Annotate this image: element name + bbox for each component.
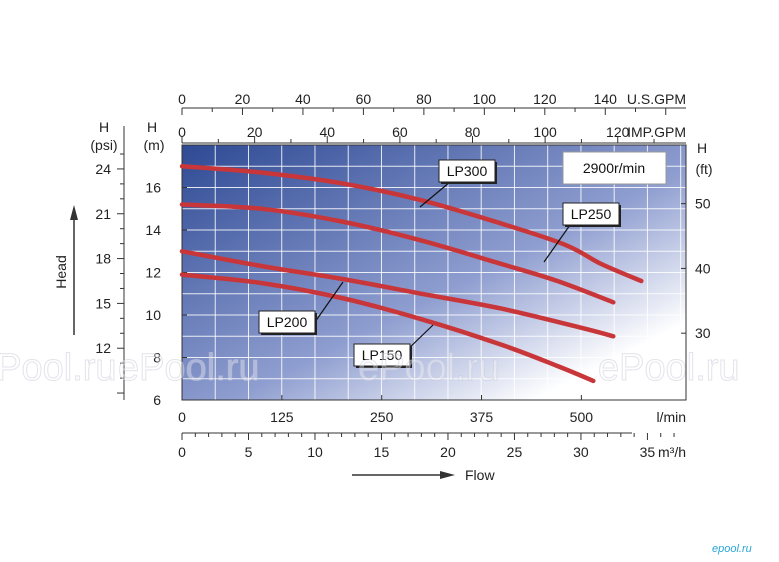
impgpm-tick-label: 120 [606, 124, 630, 140]
usgpm-tick-label: 60 [356, 91, 372, 107]
lpm-tick-label: 0 [178, 409, 186, 425]
lpm-unit-label: l/min [656, 409, 686, 425]
head-axis-label: Head [53, 255, 69, 288]
impgpm-tick-label: 100 [533, 124, 557, 140]
m3h-tick-label: 35 [640, 444, 656, 460]
m-tick-label: 8 [153, 350, 161, 366]
series-leader-line [314, 281, 344, 323]
flow-arrow-head [440, 471, 455, 479]
series-lp200-curve [179, 249, 616, 339]
m3h-tick-label: 20 [440, 444, 456, 460]
usgpm-tick-label: 20 [235, 91, 251, 107]
ft-tick-label: 30 [695, 325, 711, 341]
series-name-label: LP300 [447, 163, 488, 179]
watermark-text: ePool.ru [0, 347, 117, 389]
watermark-text: ePool.ru [598, 347, 740, 389]
series-lp150-curve [179, 272, 596, 384]
lpm-tick-label: 375 [470, 409, 494, 425]
ft-unit-label: (ft) [695, 161, 712, 177]
brand-logo: epool.ru [712, 543, 752, 555]
series-leader-line [419, 181, 451, 208]
ft-unit-label: H [697, 140, 707, 156]
impgpm-tick-label: 0 [178, 124, 186, 140]
series-name-label: LP250 [571, 206, 612, 222]
series-name-label: LP150 [362, 347, 403, 363]
m-tick-label: 12 [145, 265, 161, 281]
series-label-box [258, 310, 316, 334]
m3h-tick-label: 0 [178, 444, 186, 460]
series-label-box [438, 159, 496, 183]
usgpm-tick-label: 80 [416, 91, 432, 107]
m3h-unit-label: m³/h [658, 444, 686, 460]
ft-tick-label: 40 [695, 260, 711, 276]
psi-tick-label: 18 [95, 251, 111, 267]
watermark-text: ePool.ru [358, 347, 500, 389]
m-tick-label: 10 [145, 307, 161, 323]
m-tick-label: 14 [145, 222, 161, 238]
flow-axis-label: Flow [465, 467, 495, 483]
speed-annotation-box [562, 151, 667, 185]
series-layer [179, 164, 644, 384]
usgpm-unit-label: U.S.GPM [627, 91, 686, 107]
m3h-tick-label: 5 [245, 444, 253, 460]
usgpm-tick-label: 140 [594, 91, 618, 107]
impgpm-tick-label: 60 [392, 124, 408, 140]
m-unit-label: H [147, 119, 157, 135]
m3h-tick-label: 30 [573, 444, 589, 460]
impgpm-unit-label: IMP.GPM [627, 124, 686, 140]
usgpm-tick-label: 0 [178, 91, 186, 107]
lpm-tick-label: 125 [270, 409, 294, 425]
series-lp300-curve [179, 164, 644, 284]
impgpm-tick-label: 80 [465, 124, 481, 140]
lpm-tick-label: 250 [370, 409, 394, 425]
usgpm-tick-label: 40 [295, 91, 311, 107]
ft-tick-label: 50 [695, 196, 711, 212]
lpm-tick-label: 500 [570, 409, 594, 425]
impgpm-tick-label: 40 [319, 124, 335, 140]
psi-unit-label: H [99, 119, 109, 135]
m3h-tick-label: 25 [507, 444, 523, 460]
m-unit-label: (m) [144, 137, 165, 153]
series-label-box [562, 202, 620, 226]
watermark-text: ePool.ru [118, 347, 260, 389]
series-name-label: LP200 [267, 314, 308, 330]
psi-tick-label: 15 [95, 295, 111, 311]
m3h-tick-label: 15 [374, 444, 390, 460]
head-arrow-head [70, 205, 78, 220]
series-label-box [353, 343, 411, 367]
usgpm-tick-label: 120 [533, 91, 557, 107]
series-leader-line [543, 224, 571, 263]
series-lp250-curve [179, 202, 616, 305]
m3h-tick-label: 10 [307, 444, 323, 460]
psi-tick-label: 12 [95, 340, 111, 356]
m-tick-label: 6 [153, 392, 161, 408]
speed-annotation-text: 2900r/min [583, 160, 645, 176]
m-tick-label: 16 [145, 180, 161, 196]
labels-layer: LP300 LP250 LP200 LP150 2900r/min [258, 151, 667, 368]
psi-unit-label: (psi) [90, 137, 117, 153]
psi-tick-label: 21 [95, 206, 111, 222]
psi-tick-label: 24 [95, 161, 111, 177]
impgpm-tick-label: 20 [247, 124, 263, 140]
usgpm-tick-label: 100 [473, 91, 497, 107]
